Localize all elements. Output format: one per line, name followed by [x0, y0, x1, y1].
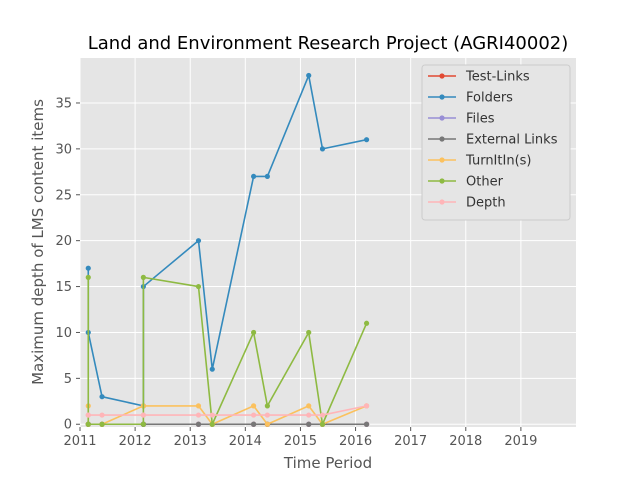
- data-point-folders: [363, 137, 370, 143]
- legend-swatch-marker: [439, 136, 445, 142]
- x-axis-label: Time Period: [283, 454, 372, 472]
- series-layer: [85, 72, 370, 427]
- data-point-folders: [306, 72, 312, 79]
- data-point-depth: [99, 412, 105, 418]
- data-point-folders: [319, 146, 326, 152]
- data-point-other: [209, 421, 215, 427]
- legend-entry: Files: [428, 112, 495, 127]
- legend-entry: Folders: [428, 91, 513, 106]
- data-point-depth: [319, 412, 326, 418]
- legend-swatch-marker: [439, 157, 445, 163]
- data-point-depth: [209, 412, 215, 418]
- legend-entry: External Links: [428, 133, 558, 148]
- data-point-depth: [306, 412, 312, 418]
- data-point-other: [306, 329, 312, 336]
- legend-label: Other: [466, 175, 504, 190]
- y-tick-label: 5: [64, 372, 72, 387]
- data-point-other: [99, 421, 105, 427]
- data-point-folders: [85, 265, 91, 271]
- x-tick-label: 2015: [284, 434, 317, 449]
- x-tick-label: 2011: [63, 434, 96, 449]
- legend: Test-Links Folders Files External Links Turn…: [421, 64, 571, 221]
- data-point-depth: [140, 412, 146, 418]
- data-point-depth: [363, 403, 370, 409]
- data-point-other: [195, 283, 202, 290]
- y-axis-ticks: 0 5 10 15 20 25 30 35: [55, 96, 80, 433]
- legend-swatch-marker: [439, 94, 445, 100]
- data-point-external-links: [306, 421, 312, 427]
- legend-entry: TurnItIn(s): [428, 154, 531, 169]
- x-tick-label: 2016: [339, 434, 372, 449]
- data-point-turnitin-s: [264, 421, 270, 427]
- x-tick-label: 2014: [229, 434, 262, 449]
- data-point-turnitin-s: [195, 403, 202, 409]
- legend-label: Test-Links: [465, 70, 530, 85]
- legend-entry: Depth: [428, 196, 506, 211]
- legend-label: External Links: [466, 133, 558, 148]
- data-point-external-links: [251, 421, 257, 427]
- data-point-other: [251, 329, 257, 336]
- y-tick-label: 30: [55, 142, 72, 157]
- y-tick-label: 35: [55, 96, 72, 111]
- x-tick-label: 2018: [449, 434, 482, 449]
- data-point-other: [140, 274, 146, 280]
- y-tick-label: 25: [55, 188, 72, 203]
- data-point-folders: [264, 173, 270, 180]
- data-point-other: [319, 421, 326, 427]
- legend-label: Depth: [466, 196, 506, 211]
- data-point-turnitin-s: [306, 403, 312, 409]
- data-point-depth: [195, 412, 202, 418]
- data-point-depth: [251, 412, 257, 418]
- data-point-other: [140, 421, 146, 427]
- legend-entry: Test-Links: [428, 70, 530, 85]
- legend-swatch-marker: [439, 115, 445, 121]
- data-point-other: [264, 403, 270, 409]
- x-tick-label: 2012: [119, 434, 152, 449]
- x-axis-ticks: 2011 2012 2013 2014 2015 2016 2017 2018 2019: [63, 427, 537, 449]
- y-axis-label: Maximum depth of LMS content items: [29, 99, 47, 385]
- data-point-folders: [99, 394, 105, 400]
- data-point-turnitin-s: [251, 403, 257, 409]
- legend-label: Files: [466, 112, 495, 127]
- data-point-folders: [209, 366, 215, 372]
- legend-swatch-marker: [439, 178, 445, 184]
- legend-frame: [421, 64, 571, 221]
- series-depth: [85, 403, 370, 418]
- chart-title: Land and Environment Research Project (A…: [88, 33, 569, 54]
- data-point-other: [85, 421, 91, 427]
- series-line-folders: [87, 74, 367, 407]
- data-point-external-links: [363, 421, 370, 427]
- legend-label: TurnItIn(s): [465, 154, 531, 169]
- y-tick-label: 10: [55, 326, 72, 341]
- data-point-other: [85, 274, 91, 280]
- x-tick-label: 2017: [394, 434, 427, 449]
- y-tick-label: 0: [64, 418, 72, 433]
- x-tick-label: 2019: [504, 434, 537, 449]
- legend-entry: Other: [428, 175, 504, 190]
- data-point-folders: [195, 238, 202, 244]
- data-point-depth: [264, 412, 270, 418]
- data-point-external-links: [195, 421, 202, 427]
- x-tick-label: 2013: [174, 434, 207, 449]
- series-line-depth: [88, 405, 367, 416]
- legend-swatch-marker: [439, 199, 445, 205]
- legend-label: Folders: [466, 91, 513, 106]
- series-other: [85, 274, 370, 427]
- data-point-folders: [251, 173, 257, 180]
- data-point-depth: [85, 412, 91, 418]
- y-tick-label: 15: [55, 280, 72, 295]
- data-point-other: [363, 320, 370, 326]
- legend-swatch-marker: [439, 73, 445, 79]
- y-tick-label: 20: [55, 234, 72, 249]
